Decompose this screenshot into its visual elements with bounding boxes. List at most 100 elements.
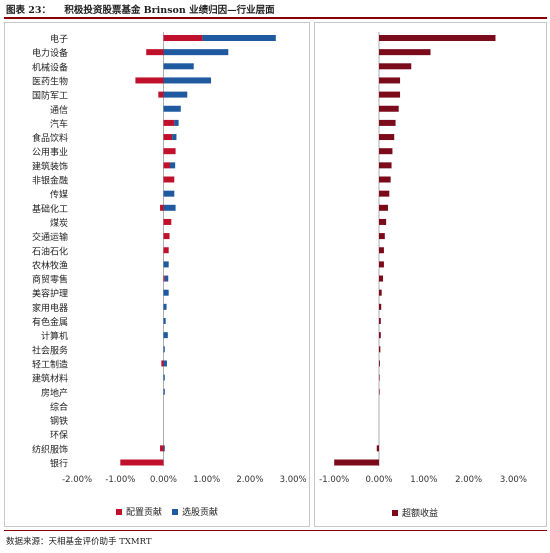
legend-label-allocation: 配置贡献 [126, 506, 162, 518]
x-tick-label: 1.00% [193, 475, 220, 485]
allocation-bar [160, 204, 164, 211]
category-label: 家用电器 [32, 302, 68, 314]
excess-return-bar [379, 63, 412, 70]
selection-bar [174, 119, 179, 126]
excess-return-bar [379, 332, 381, 339]
excess-return-bar [379, 91, 401, 98]
allocation-bar [163, 218, 172, 225]
category-label: 计算机 [41, 330, 68, 342]
selection-bar [163, 289, 169, 296]
selection-bar [163, 332, 168, 339]
category-label: 基础化工 [32, 203, 68, 215]
excess-return-bar [379, 134, 395, 141]
category-label: 商贸零售 [32, 274, 68, 286]
category-label: 环保 [50, 429, 68, 441]
x-tick-label: 2.00% [455, 475, 482, 485]
x-tick-label: 3.00% [500, 475, 527, 485]
selection-bar [163, 346, 165, 353]
allocation-bar [163, 176, 175, 183]
x-tick-label: -1.00% [105, 475, 135, 485]
left-panel-frame [4, 22, 310, 527]
allocation-bar [161, 360, 164, 367]
category-label: 公用事业 [32, 146, 68, 158]
category-label: 非银金融 [32, 175, 68, 187]
category-label: 石油石化 [32, 245, 68, 257]
excess-return-bar [379, 289, 382, 296]
category-label: 传媒 [50, 189, 68, 201]
category-label: 农林牧渔 [32, 259, 68, 271]
category-label: 电子 [50, 33, 68, 45]
category-label: 建筑装饰 [32, 160, 68, 172]
selection-bar [164, 275, 169, 282]
selection-bar [163, 91, 188, 98]
category-label: 医药生物 [32, 75, 68, 87]
excess-return-bar [379, 233, 385, 240]
category-label: 房地产 [41, 387, 68, 399]
category-label: 轻工制造 [32, 358, 68, 370]
excess-return-bar [379, 176, 391, 183]
excess-return-bar [379, 49, 431, 56]
allocation-bar [163, 162, 170, 169]
bottom-rule [4, 530, 547, 531]
x-tick-label: 2.00% [236, 475, 263, 485]
excess-return-bar [379, 77, 401, 84]
category-label: 食品饮料 [32, 132, 68, 144]
selection-bar [172, 134, 177, 141]
category-label: 汽车 [50, 118, 68, 130]
allocation-bar [120, 459, 164, 466]
excess-return-bar [379, 261, 384, 268]
selection-bar [163, 388, 165, 395]
legend-swatch-allocation [116, 509, 122, 515]
x-tick-label: 0.00% [365, 475, 392, 485]
category-label: 煤炭 [50, 217, 68, 229]
excess-return-bar [379, 374, 380, 381]
selection-bar [202, 35, 276, 41]
excess-return-bar [379, 346, 381, 353]
x-tick-label: 1.00% [410, 475, 437, 485]
allocation-bar [163, 134, 173, 141]
selection-bar [163, 204, 176, 211]
category-label: 纺织服饰 [32, 443, 68, 455]
allocation-bar [146, 49, 164, 56]
excess-return-bar [379, 162, 392, 169]
allocation-bar [163, 275, 165, 282]
excess-return-bar [379, 119, 396, 126]
category-label: 国防军工 [32, 90, 68, 102]
excess-return-bar [379, 218, 387, 225]
excess-return-bar [379, 275, 384, 282]
excess-return-bar [379, 318, 381, 324]
allocation-bar [163, 35, 203, 41]
allocation-bar [163, 119, 175, 126]
right-panel-frame [314, 22, 547, 527]
selection-bar [163, 303, 167, 310]
top-rule [4, 17, 547, 19]
excess-return-bar [379, 204, 388, 211]
x-tick-label: 3.00% [280, 475, 307, 485]
excess-return-bar [379, 190, 390, 197]
allocation-bar [158, 91, 164, 98]
legend-swatch-excess [392, 510, 398, 516]
category-label: 交通运输 [32, 231, 68, 243]
x-tick-label: 0.00% [150, 475, 177, 485]
category-label: 电力设备 [32, 47, 68, 59]
legend-label-excess: 超额收益 [402, 507, 438, 519]
selection-bar [163, 318, 166, 324]
excess-return-bar [379, 35, 496, 41]
category-label: 建筑材料 [32, 373, 68, 385]
allocation-bar [163, 233, 170, 240]
category-label: 综合 [50, 401, 68, 413]
figure-title: 图表 23： 积极投资股票基金 Brinson 业绩归因—行业层面 [6, 2, 275, 16]
selection-bar [163, 445, 165, 452]
excess-return-bar [379, 360, 380, 367]
figure-number: 图表 23： [6, 5, 52, 16]
category-label: 银行 [50, 458, 68, 470]
category-label: 美容护理 [32, 288, 68, 300]
selection-bar [169, 162, 176, 169]
category-label: 通信 [50, 104, 68, 116]
category-label: 钢铁 [50, 415, 68, 427]
allocation-bar [163, 247, 169, 254]
selection-bar [163, 190, 175, 197]
x-tick-label: -1.00% [319, 475, 349, 485]
selection-bar [163, 77, 212, 84]
excess-return-bar [379, 105, 399, 112]
